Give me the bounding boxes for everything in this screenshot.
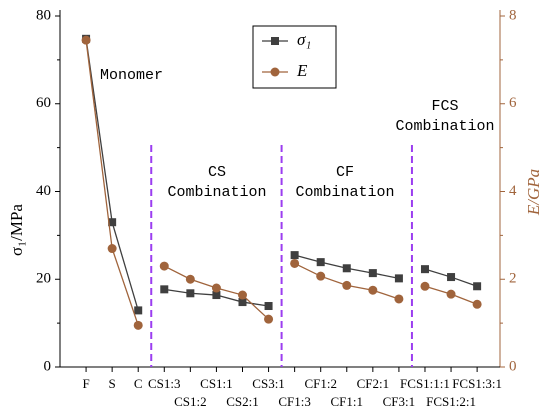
y2-tick-label: 0 <box>509 358 517 374</box>
y-axis-label: σ₁/MPa <box>7 204 26 256</box>
group-label: Monomer <box>100 67 163 84</box>
legend-label: σ₁ <box>297 30 311 49</box>
data-point <box>420 265 429 274</box>
data-point <box>342 280 352 290</box>
data-point <box>238 298 247 307</box>
y2-tick-label: 4 <box>509 183 517 199</box>
y2-tick-label: 6 <box>509 95 517 111</box>
x-tick-label: CS1:3 <box>148 376 181 391</box>
legend-marker <box>271 37 279 45</box>
data-point <box>185 274 195 284</box>
y2-tick-label: 8 <box>509 7 517 23</box>
x-tick-label: FCS1:2:1 <box>426 394 476 409</box>
data-point <box>447 273 456 282</box>
group-label: CS <box>208 164 226 181</box>
group-label: CF <box>336 164 354 181</box>
group-label: Combination <box>395 118 494 135</box>
x-tick-label: CF1:3 <box>278 394 311 409</box>
data-point <box>186 289 195 298</box>
data-point <box>394 294 404 304</box>
data-point <box>81 35 91 45</box>
group-label: FCS <box>431 98 458 115</box>
data-point <box>264 314 274 324</box>
data-point <box>134 306 143 315</box>
y2-axis-label: E/GPa <box>524 169 543 216</box>
data-point <box>133 320 143 330</box>
data-point <box>368 285 378 295</box>
data-point <box>290 251 299 260</box>
y-tick-label: 40 <box>36 183 51 199</box>
data-point <box>473 282 482 291</box>
group-label: Combination <box>167 184 266 201</box>
data-point <box>211 283 221 293</box>
data-point <box>159 261 169 271</box>
x-tick-label: CS1:2 <box>174 394 207 409</box>
x-tick-label: FCS1:3:1 <box>452 376 502 391</box>
x-tick-label: CS3:1 <box>252 376 285 391</box>
y-tick-label: 20 <box>36 271 51 287</box>
data-point <box>472 299 482 309</box>
data-point <box>446 289 456 299</box>
x-tick-label: CF1:2 <box>304 376 337 391</box>
legend-marker <box>270 67 280 77</box>
x-tick-label: CF1:1 <box>331 394 364 409</box>
legend-label: E <box>296 61 308 80</box>
data-point <box>107 244 117 254</box>
x-tick-label: S <box>109 376 116 391</box>
data-point <box>420 281 430 291</box>
x-tick-label: F <box>82 376 89 391</box>
data-point <box>316 271 326 281</box>
data-point <box>394 274 403 283</box>
x-tick-label: C <box>134 376 143 391</box>
data-point <box>264 302 273 311</box>
data-point <box>212 291 221 300</box>
x-tick-label: CS1:1 <box>200 376 233 391</box>
data-point <box>368 269 377 278</box>
y-tick-label: 80 <box>36 7 51 23</box>
x-tick-label: CS2:1 <box>226 394 259 409</box>
data-point <box>108 218 117 227</box>
group-label: Combination <box>295 184 394 201</box>
data-point <box>342 264 351 273</box>
data-point <box>290 258 300 268</box>
x-tick-label: FCS1:1:1 <box>400 376 450 391</box>
y2-tick-label: 2 <box>509 271 517 287</box>
y-tick-label: 60 <box>36 95 51 111</box>
data-point <box>160 285 169 294</box>
data-point <box>316 258 325 267</box>
x-tick-label: CF3:1 <box>383 394 416 409</box>
legend-box <box>252 25 337 89</box>
x-tick-label: CF2:1 <box>357 376 390 391</box>
y-tick-label: 0 <box>44 358 52 374</box>
data-point <box>237 290 247 300</box>
